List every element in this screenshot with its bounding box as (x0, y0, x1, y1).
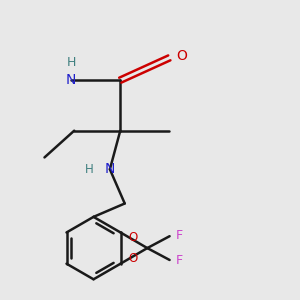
Text: O: O (128, 252, 138, 265)
Text: N: N (105, 162, 115, 176)
Text: F: F (176, 254, 183, 267)
Text: H: H (85, 163, 94, 176)
Text: O: O (176, 50, 187, 63)
Text: H: H (67, 56, 76, 69)
Text: O: O (128, 231, 138, 244)
Text: F: F (176, 229, 183, 242)
Text: N: N (66, 73, 76, 87)
